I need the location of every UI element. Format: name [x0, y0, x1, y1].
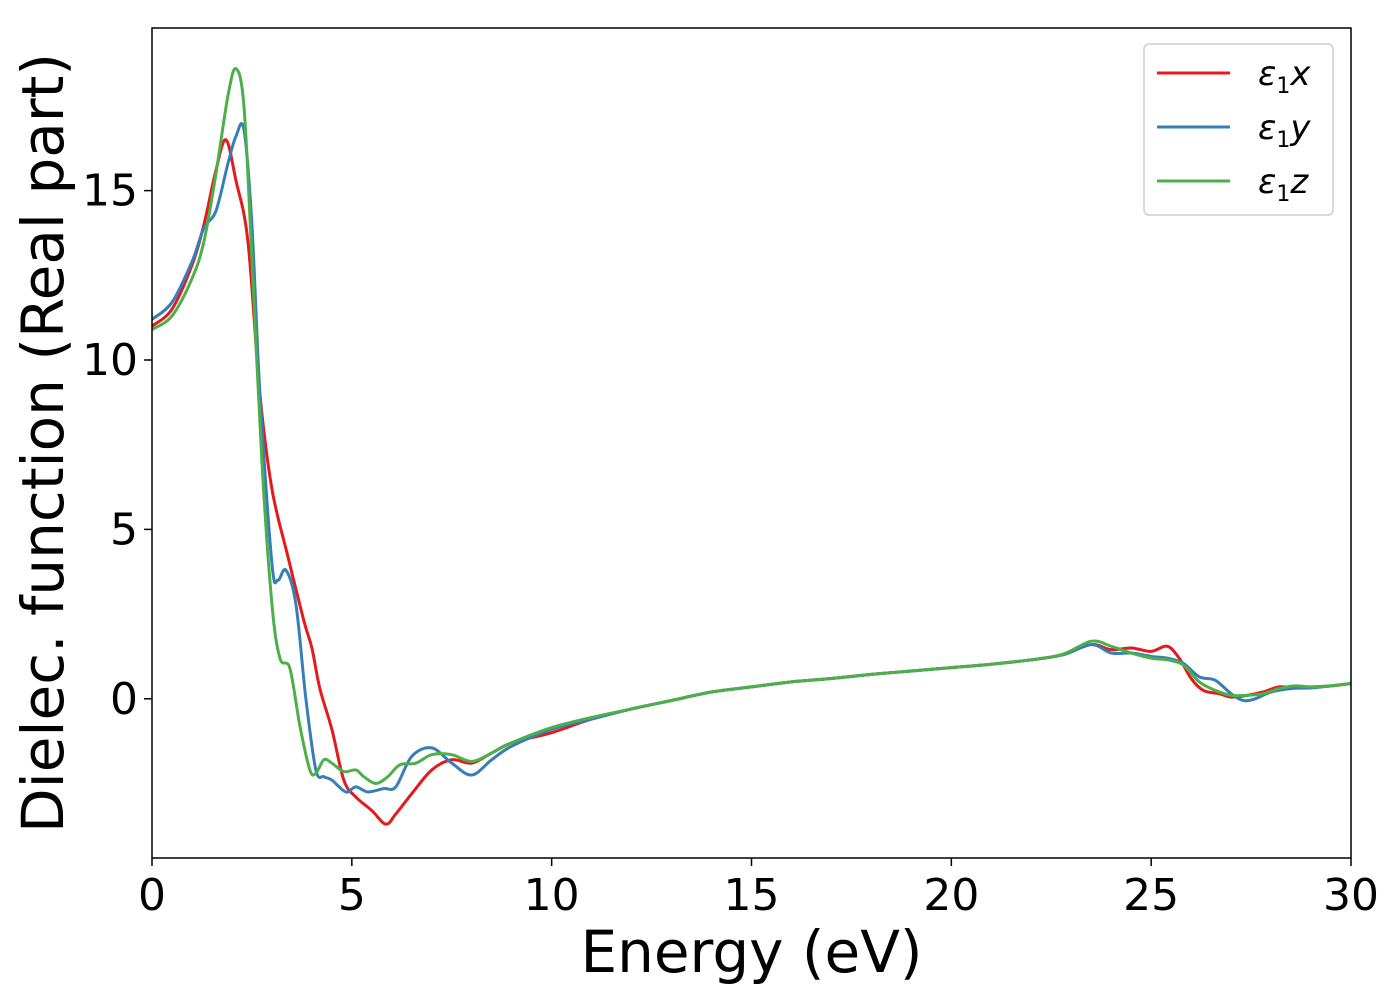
series-line-z	[152, 67, 1351, 785]
legend-label-x: ε1x	[1258, 54, 1311, 99]
y-tick-label: 5	[110, 504, 138, 555]
legend: ε1x ε1y ε1z	[1143, 43, 1334, 216]
x-tick-label: 10	[524, 870, 580, 921]
y-tick-label: 0	[110, 674, 138, 725]
y-tick-label: 10	[82, 335, 138, 386]
x-tick-label: 30	[1323, 870, 1379, 921]
legend-label-z: ε1z	[1258, 162, 1309, 207]
x-tick-label: 20	[923, 870, 979, 921]
y-tick-label: 15	[82, 166, 138, 217]
legend-label-y: ε1y	[1258, 108, 1311, 153]
x-axis-label: Energy (eV)	[580, 918, 922, 986]
x-tick-label: 25	[1123, 870, 1179, 921]
x-axis: 0 5 10 15 20 25 30	[138, 858, 1379, 921]
y-axis-label: Dielec. function (Real part)	[9, 53, 77, 833]
legend-frame	[1143, 43, 1334, 216]
x-tick-label: 15	[724, 870, 780, 921]
x-tick-label: 0	[138, 870, 166, 921]
x-tick-label: 5	[338, 870, 366, 921]
series-layer	[152, 67, 1351, 826]
y-axis: 0 5 10 15	[82, 166, 152, 725]
